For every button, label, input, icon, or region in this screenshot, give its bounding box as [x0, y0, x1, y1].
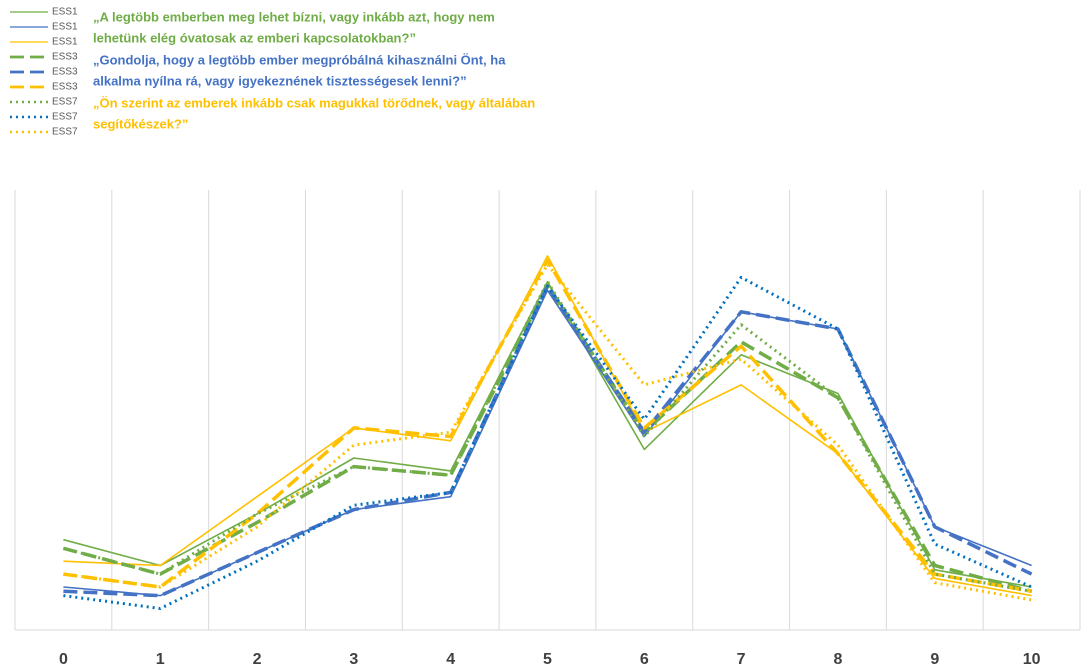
x-tick-label: 8 [834, 651, 843, 668]
x-tick-label: 4 [446, 651, 455, 668]
x-tick-label: 7 [737, 651, 746, 668]
x-tick-label: 1 [156, 651, 165, 668]
x-tick-label: 6 [640, 651, 649, 668]
series-line [63, 280, 1032, 588]
x-tick-label: 5 [543, 651, 552, 668]
series-line [63, 275, 1033, 610]
annotation: alkalma nyílna rá, vagy igyekeznének tis… [93, 73, 467, 88]
x-tick-label: 0 [59, 651, 68, 668]
series-line [63, 258, 1032, 594]
legend-label: ESS1 [52, 37, 78, 48]
annotation: lehetünk elég óvatosak az emberi kapcsol… [93, 30, 416, 45]
x-tick-label: 2 [253, 651, 262, 668]
legend-label: ESS1 [52, 22, 78, 33]
annotation: „Gondolja, hogy a legtöbb ember megpróbá… [93, 52, 506, 67]
legend-label: ESS7 [52, 97, 78, 108]
legend-label: ESS3 [52, 67, 78, 78]
legend-label: ESS3 [52, 82, 78, 93]
legend-label: ESS7 [52, 112, 78, 123]
x-tick-label: 9 [930, 651, 939, 668]
legend-label: ESS1 [52, 7, 78, 18]
legend-label: ESS7 [52, 127, 78, 138]
x-tick-label: 10 [1023, 651, 1041, 668]
annotation: segítőkészek?” [93, 116, 188, 131]
annotation: „Ön szerint az emberek inkább csak maguk… [93, 95, 535, 110]
series-line [63, 263, 1032, 602]
x-tick-label: 3 [349, 651, 358, 668]
annotation: „A legtöbb emberben meg lehet bízni, vag… [93, 9, 495, 24]
series-line [63, 284, 1033, 598]
legend-label: ESS3 [52, 52, 78, 63]
